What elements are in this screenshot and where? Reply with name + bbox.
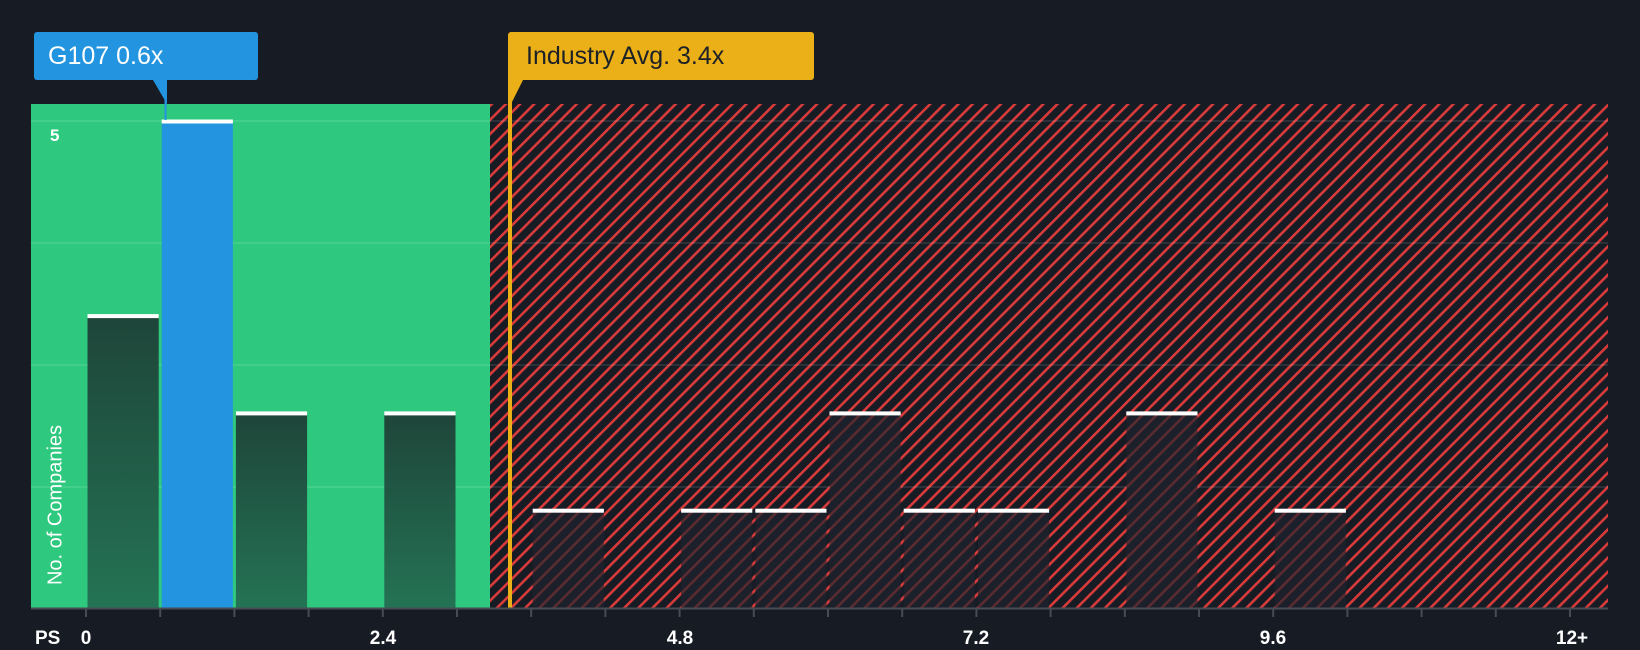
histogram-bar xyxy=(977,510,1050,608)
histogram-bar xyxy=(829,413,901,608)
histogram-bars xyxy=(87,119,1346,608)
bar-cap xyxy=(532,508,604,513)
x-tick-label-0: 0 xyxy=(80,628,92,649)
bar-cap xyxy=(384,411,456,416)
histogram-bar xyxy=(1126,413,1198,608)
x-tick-label-7-2: 7.2 xyxy=(962,628,990,649)
bar-cap xyxy=(161,119,233,124)
histogram-bar xyxy=(235,413,308,608)
y-axis-title: No. of Companies xyxy=(44,424,67,586)
x-axis-ticks xyxy=(85,609,1571,617)
histogram-bar xyxy=(532,510,604,608)
x-axis-name: PS xyxy=(35,628,61,649)
y-tick-label-5: 5 xyxy=(50,126,60,145)
bar-cap xyxy=(903,508,975,513)
bar-cap xyxy=(977,508,1050,513)
x-tick-label-12-plus: 12+ xyxy=(1555,628,1589,649)
subject-label-pointer xyxy=(153,80,167,104)
bar-cap xyxy=(1126,411,1198,416)
industry-label-pointer xyxy=(508,80,523,110)
bar-cap xyxy=(235,411,308,416)
bar-cap xyxy=(1274,508,1346,513)
x-tick-label-9-6: 9.6 xyxy=(1259,628,1287,649)
subject-pointer-line xyxy=(164,80,167,120)
industry-average-label: Industry Avg. 3.4x xyxy=(508,32,814,80)
histogram-bar xyxy=(87,316,159,608)
histogram-bar xyxy=(681,510,753,608)
industry-average-line xyxy=(508,72,512,608)
histogram-bar xyxy=(384,413,456,608)
histogram-bar xyxy=(1274,510,1346,608)
bar-cap xyxy=(681,508,753,513)
bar-cap xyxy=(87,314,159,319)
x-tick-label-2-4: 2.4 xyxy=(369,628,397,649)
x-tick-label-4-8: 4.8 xyxy=(666,628,694,649)
bar-cap xyxy=(829,411,901,416)
subject-bar xyxy=(161,121,233,608)
histogram-bar xyxy=(903,510,975,608)
bar-cap xyxy=(755,508,827,513)
histogram-bar xyxy=(755,510,827,608)
subject-value-label: G107 0.6x xyxy=(34,32,258,80)
